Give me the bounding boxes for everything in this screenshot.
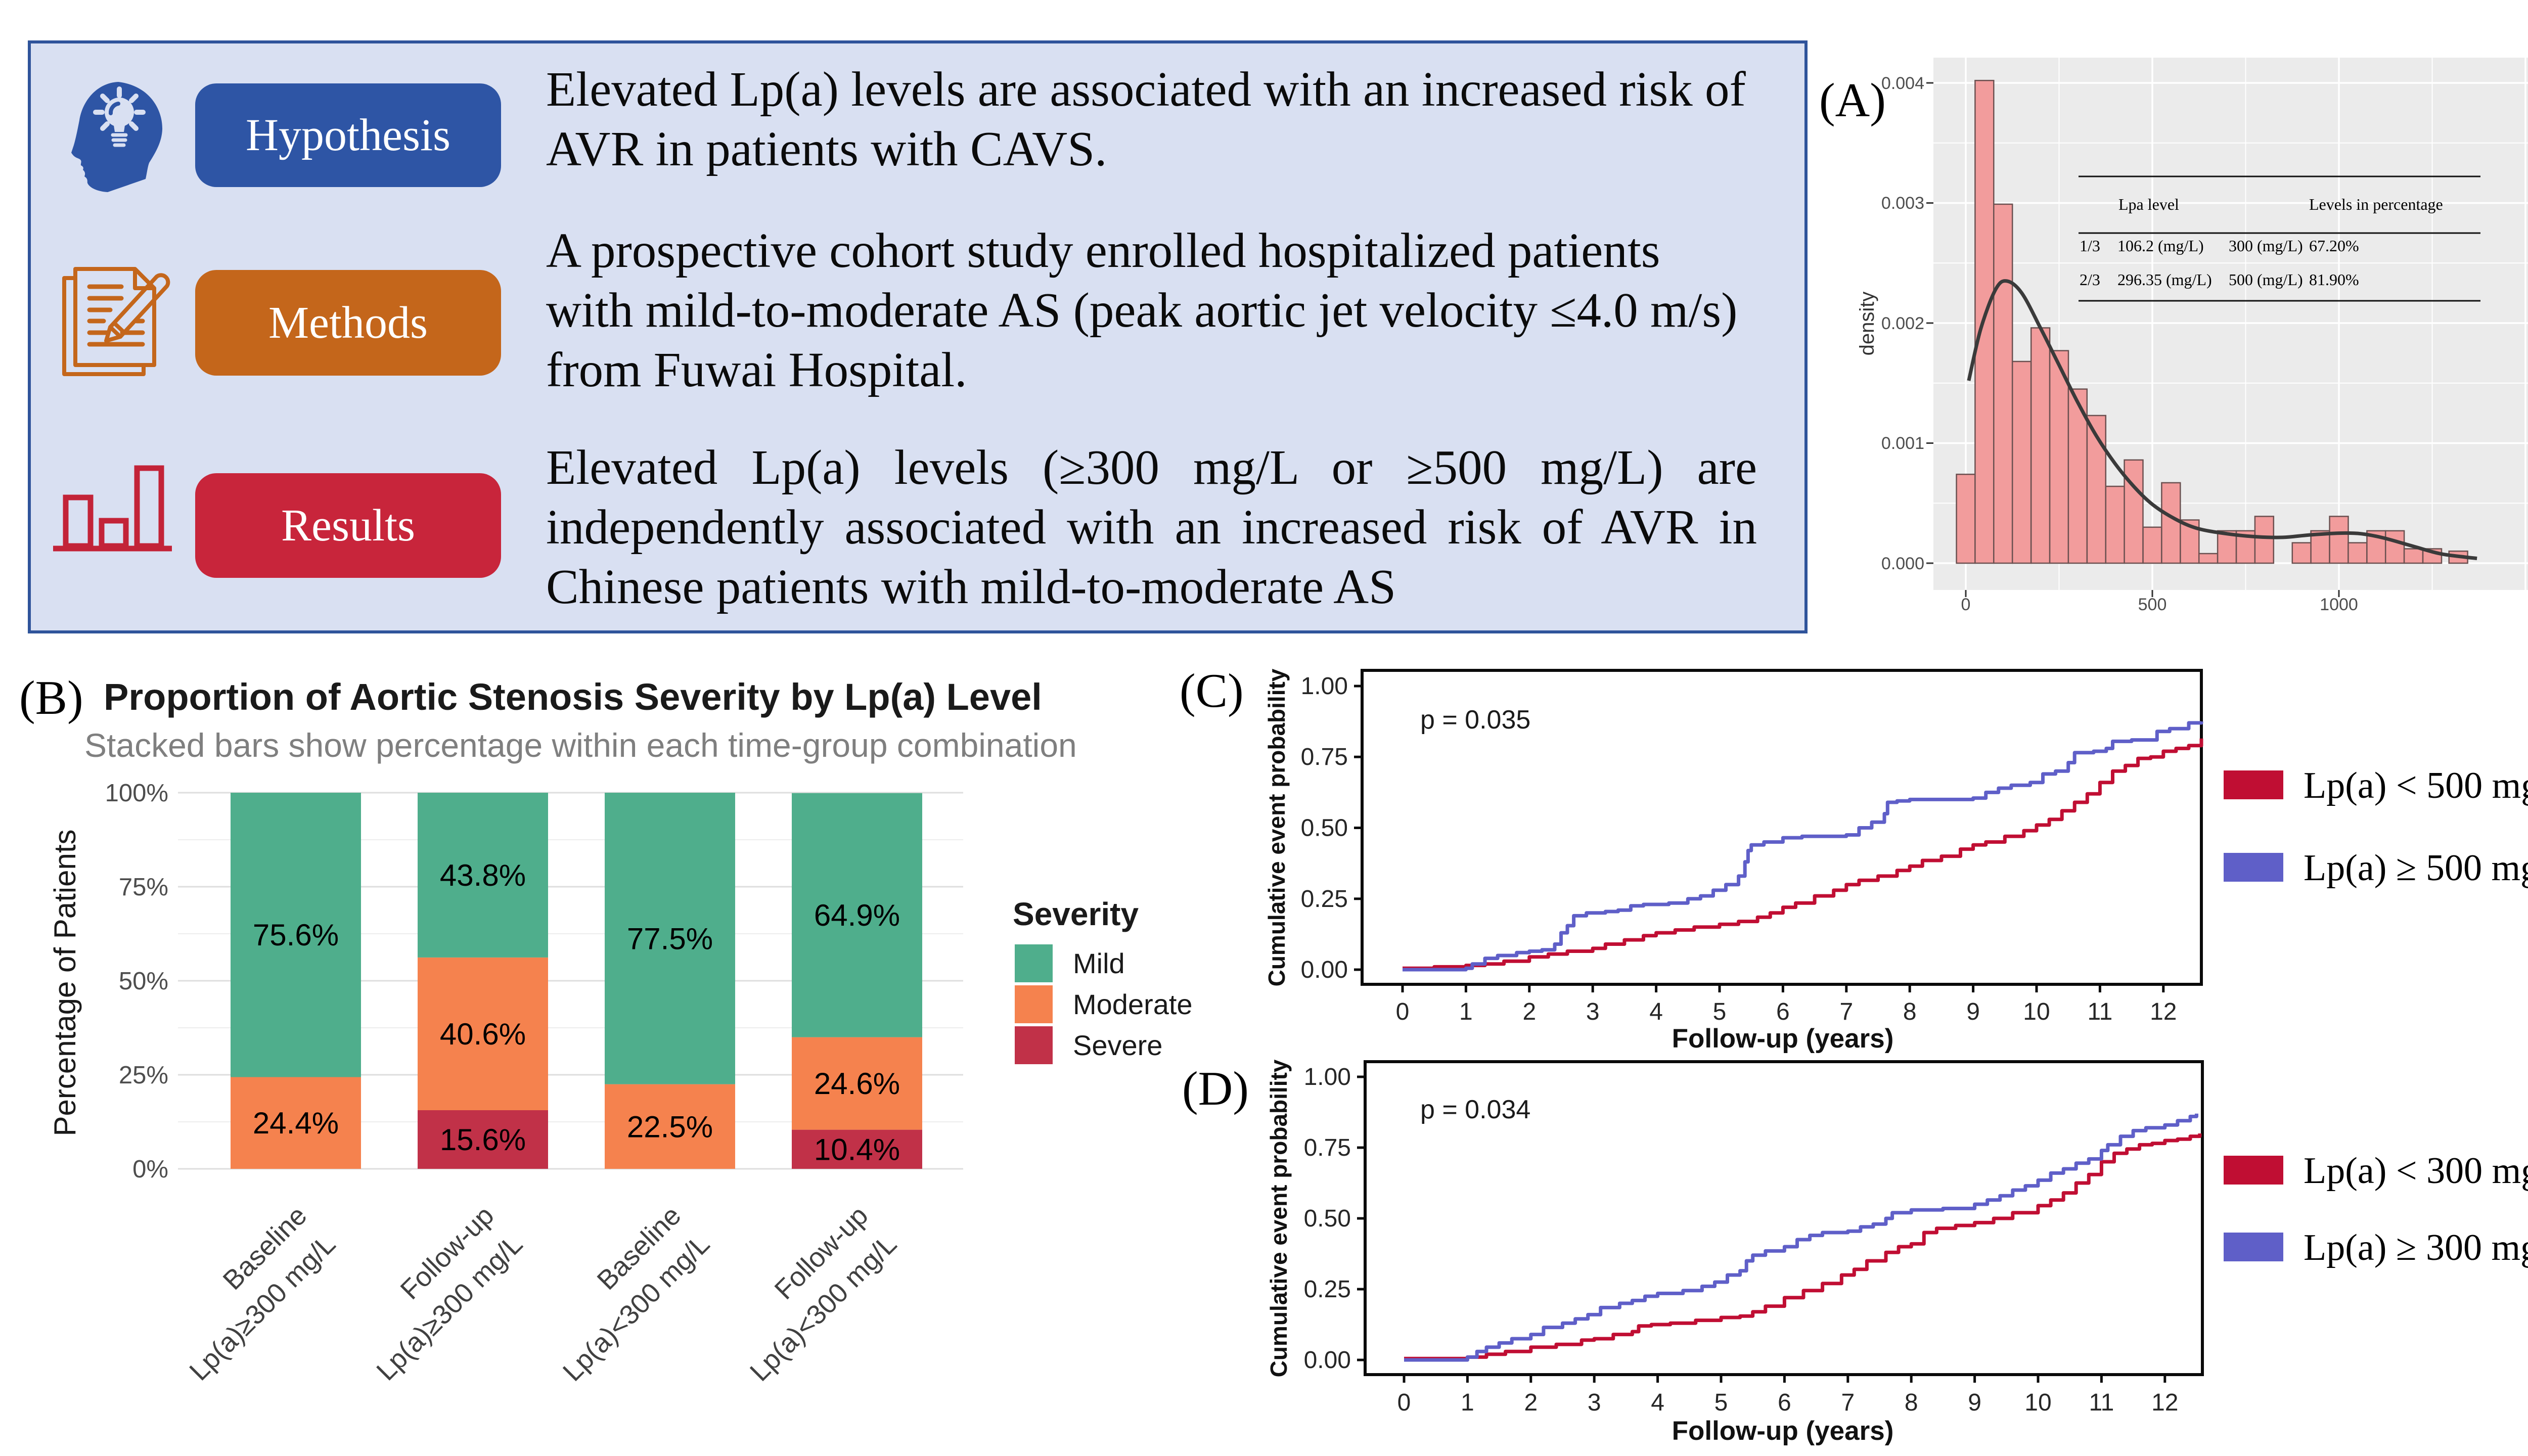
svg-text:75.6%: 75.6%: [253, 918, 339, 952]
svg-text:0.50: 0.50: [1304, 1205, 1351, 1232]
svg-text:p = 0.034: p = 0.034: [1420, 1095, 1530, 1124]
svg-text:0.001: 0.001: [1881, 434, 1924, 453]
svg-text:Percentage of Patients: Percentage of Patients: [48, 829, 82, 1136]
svg-text:40.6%: 40.6%: [440, 1017, 526, 1051]
svg-text:8: 8: [1905, 1389, 1918, 1416]
svg-text:1.00: 1.00: [1304, 1064, 1351, 1090]
svg-text:22.5%: 22.5%: [627, 1110, 713, 1144]
svg-text:(B): (B): [19, 671, 83, 724]
svg-text:0.00: 0.00: [1301, 957, 1348, 983]
svg-text:2/3: 2/3: [2080, 270, 2100, 289]
svg-text:0: 0: [1397, 1389, 1411, 1416]
svg-text:Cumulative event probability: Cumulative event probability: [1263, 668, 1290, 986]
svg-text:1: 1: [1461, 1389, 1474, 1416]
svg-text:6: 6: [1778, 1389, 1791, 1416]
svg-text:300 (mg/L): 300 (mg/L): [2229, 237, 2303, 255]
svg-text:1.00: 1.00: [1301, 673, 1348, 700]
svg-text:24.4%: 24.4%: [253, 1106, 339, 1140]
svg-text:500 (mg/L): 500 (mg/L): [2229, 270, 2303, 289]
svg-text:100%: 100%: [105, 780, 168, 807]
svg-text:6: 6: [1776, 998, 1790, 1025]
svg-text:density: density: [1856, 292, 1878, 356]
svg-text:Cumulative event probability: Cumulative event probability: [1266, 1059, 1292, 1377]
svg-text:8: 8: [1903, 998, 1917, 1025]
svg-text:(D): (D): [1182, 1062, 1249, 1115]
svg-text:0.25: 0.25: [1304, 1276, 1351, 1303]
svg-text:9: 9: [1966, 998, 1980, 1025]
svg-text:Follow-up (years): Follow-up (years): [1672, 1416, 1894, 1446]
svg-text:0.003: 0.003: [1881, 194, 1924, 213]
svg-text:12: 12: [2151, 1389, 2178, 1416]
svg-text:75%: 75%: [119, 874, 168, 901]
svg-text:9: 9: [1968, 1389, 1981, 1416]
svg-text:0.75: 0.75: [1304, 1134, 1351, 1161]
svg-text:67.20%: 67.20%: [2309, 237, 2359, 255]
svg-text:Lp(a) ≥ 500 mg/L: Lp(a) ≥ 500 mg/L: [2304, 847, 2528, 889]
svg-text:1/3: 1/3: [2080, 237, 2100, 255]
svg-text:12: 12: [2150, 998, 2177, 1025]
svg-text:Proportion of Aortic Stenosis: Proportion of Aortic Stenosis Severity b…: [104, 676, 1042, 718]
svg-text:Lp(a) ≥ 300 mg/L: Lp(a) ≥ 300 mg/L: [2304, 1227, 2528, 1268]
svg-text:0%: 0%: [132, 1156, 168, 1183]
svg-text:77.5%: 77.5%: [627, 922, 713, 956]
svg-text:43.8%: 43.8%: [440, 858, 526, 892]
svg-text:Moderate: Moderate: [1073, 988, 1193, 1020]
svg-text:24.6%: 24.6%: [814, 1067, 900, 1101]
svg-text:10.4%: 10.4%: [814, 1132, 900, 1166]
svg-text:5: 5: [1714, 1389, 1728, 1416]
svg-text:2: 2: [1524, 1389, 1538, 1416]
svg-text:4: 4: [1651, 1389, 1664, 1416]
svg-text:Mild: Mild: [1073, 947, 1125, 979]
svg-text:Lpa level: Lpa level: [2118, 195, 2179, 213]
svg-text:5: 5: [1713, 998, 1727, 1025]
svg-text:64.9%: 64.9%: [814, 898, 900, 932]
svg-text:(A): (A): [1819, 73, 1886, 127]
svg-text:0.002: 0.002: [1881, 314, 1924, 333]
svg-text:106.2 (mg/L): 106.2 (mg/L): [2117, 237, 2204, 255]
svg-text:Lp(a) < 500 mg/L: Lp(a) < 500 mg/L: [2304, 765, 2528, 806]
svg-text:50%: 50%: [119, 968, 168, 995]
svg-text:15.6%: 15.6%: [440, 1123, 526, 1157]
svg-text:3: 3: [1586, 998, 1600, 1025]
svg-text:0.000: 0.000: [1881, 554, 1924, 573]
svg-text:4: 4: [1649, 998, 1663, 1025]
svg-text:500: 500: [2138, 595, 2167, 614]
svg-text:Follow-up (years): Follow-up (years): [1672, 1024, 1894, 1054]
svg-text:1: 1: [1459, 998, 1473, 1025]
svg-text:10: 10: [2023, 998, 2050, 1025]
svg-text:0: 0: [1396, 998, 1410, 1025]
svg-text:(C): (C): [1180, 664, 1244, 717]
svg-text:1000: 1000: [2320, 595, 2358, 614]
svg-text:7: 7: [1841, 1389, 1855, 1416]
svg-text:0.00: 0.00: [1304, 1347, 1351, 1374]
svg-text:2: 2: [1522, 998, 1536, 1025]
svg-text:Severity: Severity: [1013, 896, 1139, 932]
svg-text:296.35 (mg/L): 296.35 (mg/L): [2117, 270, 2212, 289]
svg-text:11: 11: [2089, 1389, 2114, 1416]
svg-text:25%: 25%: [119, 1062, 168, 1089]
svg-text:11: 11: [2087, 998, 2112, 1025]
svg-text:10: 10: [2024, 1389, 2051, 1416]
svg-text:p = 0.035: p = 0.035: [1420, 705, 1530, 735]
svg-text:Severe: Severe: [1073, 1029, 1162, 1061]
svg-text:0.25: 0.25: [1301, 886, 1348, 913]
svg-text:81.90%: 81.90%: [2309, 270, 2359, 289]
svg-text:Levels in percentage: Levels in percentage: [2309, 195, 2443, 213]
svg-text:Stacked bars show percentage w: Stacked bars show percentage within each…: [84, 726, 1077, 764]
svg-text:0.75: 0.75: [1301, 744, 1348, 770]
svg-text:7: 7: [1839, 998, 1853, 1025]
svg-text:Lp(a) < 300 mg/L: Lp(a) < 300 mg/L: [2304, 1150, 2528, 1192]
svg-text:0: 0: [1961, 595, 1971, 614]
svg-text:0.004: 0.004: [1881, 74, 1924, 93]
svg-text:0.50: 0.50: [1301, 815, 1348, 842]
svg-text:3: 3: [1588, 1389, 1601, 1416]
